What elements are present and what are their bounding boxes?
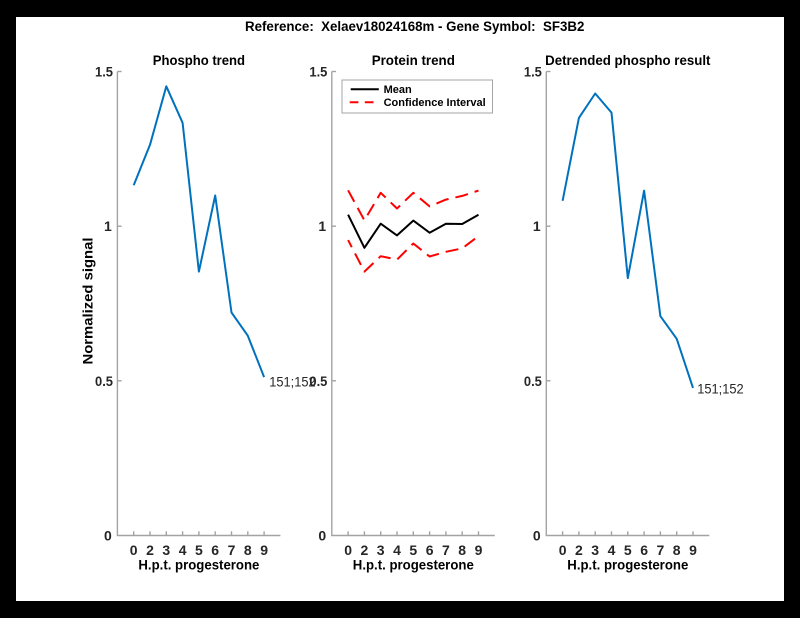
svg-text:0.5: 0.5: [95, 373, 113, 389]
svg-text:6: 6: [426, 542, 434, 558]
svg-text:0.5: 0.5: [524, 373, 542, 389]
svg-text:3: 3: [377, 542, 385, 558]
svg-text:3: 3: [162, 542, 170, 558]
svg-text:1.5: 1.5: [524, 64, 542, 80]
svg-text:0.5: 0.5: [309, 373, 327, 389]
svg-text:0: 0: [559, 542, 567, 558]
svg-text:9: 9: [475, 542, 483, 558]
svg-text:Normalized signal: Normalized signal: [80, 238, 96, 365]
svg-text:Reference: Xelaev18024168m -: Reference: Xelaev18024168m - Gene Symbol…: [245, 19, 584, 35]
svg-text:3: 3: [591, 542, 599, 558]
svg-text:8: 8: [673, 542, 681, 558]
svg-text:8: 8: [244, 542, 252, 558]
svg-text:2: 2: [575, 542, 583, 558]
svg-text:4: 4: [179, 542, 187, 558]
svg-text:H.p.t. progesterone: H.p.t. progesterone: [567, 557, 688, 573]
svg-text:8: 8: [458, 542, 466, 558]
svg-text:0: 0: [318, 528, 326, 544]
svg-text:9: 9: [260, 542, 268, 558]
svg-text:6: 6: [640, 542, 648, 558]
svg-text:5: 5: [409, 542, 417, 558]
svg-text:5: 5: [624, 542, 632, 558]
svg-text:5: 5: [195, 542, 203, 558]
svg-text:2: 2: [361, 542, 369, 558]
svg-text:Protein trend: Protein trend: [372, 52, 455, 68]
svg-text:1: 1: [533, 218, 541, 234]
svg-text:0: 0: [533, 528, 541, 544]
svg-text:151;152: 151;152: [697, 381, 744, 397]
svg-text:7: 7: [228, 542, 236, 558]
svg-text:Phospho trend: Phospho trend: [153, 52, 245, 68]
svg-text:Mean: Mean: [384, 84, 412, 96]
svg-text:7: 7: [657, 542, 665, 558]
svg-text:0: 0: [104, 528, 112, 544]
svg-text:9: 9: [689, 542, 697, 558]
svg-text:7: 7: [442, 542, 450, 558]
svg-text:151;152: 151;152: [269, 373, 316, 389]
svg-text:0: 0: [344, 542, 352, 558]
svg-text:Detrended phospho result: Detrended phospho result: [545, 52, 711, 68]
svg-text:Confidence Interval: Confidence Interval: [384, 97, 486, 109]
svg-text:4: 4: [393, 542, 401, 558]
svg-text:6: 6: [211, 542, 219, 558]
svg-text:1.5: 1.5: [309, 64, 327, 80]
svg-text:4: 4: [608, 542, 616, 558]
svg-text:2: 2: [146, 542, 154, 558]
svg-text:H.p.t. progesterone: H.p.t. progesterone: [138, 557, 259, 573]
svg-text:1.5: 1.5: [95, 64, 113, 80]
svg-text:0: 0: [130, 542, 138, 558]
svg-text:1: 1: [104, 218, 112, 234]
svg-text:H.p.t. progesterone: H.p.t. progesterone: [353, 557, 474, 573]
svg-text:1: 1: [318, 218, 326, 234]
